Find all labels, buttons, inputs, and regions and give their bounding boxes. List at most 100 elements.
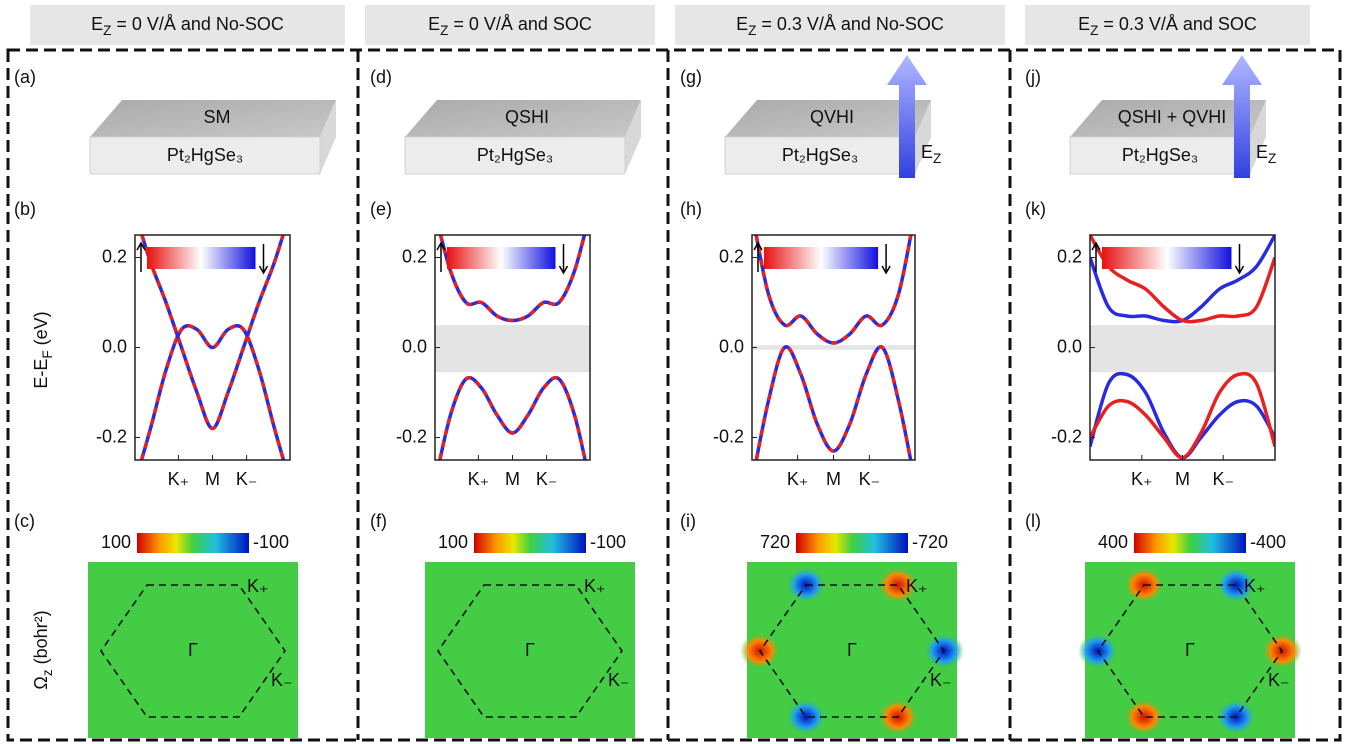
header-text-part: = 0.3 V/Å and No-SOC [756,14,944,34]
berry-map [747,562,957,738]
y-tick-label: 0.2 [719,246,744,266]
slab-phase: QVHI [810,107,854,127]
colorbar-label: -100 [253,532,289,552]
y-tick-label: -0.2 [713,426,744,446]
slab-top [405,100,641,137]
band-line [1090,371,1275,460]
slab-top [1070,100,1266,137]
y-tick-label: 0.0 [402,336,427,356]
x-tick-label: K₊ [168,469,190,489]
panel-label: (l) [1025,511,1041,531]
header-box [365,5,655,45]
x-tick-label: M [826,469,841,489]
x-tick-label: K₊ [1131,469,1153,489]
kplus-label: K₊ [906,576,928,596]
panel-label: (f) [370,511,387,531]
kplus-label: K₊ [1244,576,1266,596]
header-box [675,5,1005,45]
x-tick-label: K₋ [536,469,558,489]
colorbar-label: 720 [760,532,790,552]
brillouin-zone [100,584,286,718]
y-tick-label: -0.2 [1051,426,1082,446]
spin-down [1234,244,1245,275]
field-label-part: Z [1268,151,1276,166]
colorbar [1134,533,1246,553]
y-tick-label: 0.0 [102,336,127,356]
gap-region [752,345,915,350]
y-tick-label: 0.0 [719,336,744,356]
slab-material: Pt₂HgSe₃ [782,145,858,165]
field-label-part: E [1256,142,1268,162]
band-line [139,323,286,460]
field-label: EZ [1256,142,1276,166]
header-text-part: Z [748,23,756,38]
colorbar [796,533,908,553]
slab-top [90,100,336,137]
berry-axis-label: Ωz (bohr²) [31,610,55,689]
slab-phase: SM [204,107,231,127]
spin-up [1091,241,1101,272]
berry-map [1085,562,1295,738]
slab-side [915,100,931,174]
header-text: EZ = 0.3 V/Å and SOC [1078,14,1257,38]
berry-axis-label-part: z [40,669,55,676]
y-tick-label: 0.2 [1057,246,1082,266]
band-line [140,235,285,431]
y-axis-label: E-EF (eV) [31,311,55,388]
band-line [754,235,913,345]
header-text-part: = 0 V/Å and No-SOC [111,14,284,34]
x-tick-label: M [1175,469,1190,489]
header-text-part: E [736,14,748,34]
band-line [438,375,587,460]
brillouin-zone [437,584,623,718]
slab-top [725,100,931,137]
colorbar-label: 100 [438,532,468,552]
gap-region [1090,325,1275,373]
slab-material: Pt₂HgSe₃ [477,145,553,165]
gamma-label: Γ [525,640,535,660]
spin-up [753,241,763,272]
header-text-part: Z [103,23,111,38]
colorbar [137,533,249,553]
spin-down [558,244,569,275]
slab-front [89,136,321,175]
header-text-part: Z [440,23,448,38]
field-arrow [1222,55,1262,178]
kminus-label: K₋ [930,670,952,690]
header-box [30,5,345,45]
slab-front [724,136,916,175]
kminus-label: K₋ [608,670,630,690]
slab-phase: QSHI [505,107,549,127]
panel-label: (d) [370,67,392,87]
band-line [1090,235,1275,324]
y-axis-label-part: E-E [31,359,51,389]
slab-material: Pt₂HgSe₃ [167,145,243,165]
panel-label: (e) [370,199,392,219]
spin-bar [1102,247,1232,269]
y-tick-label: 0.2 [402,246,427,266]
colorbar-label: 100 [101,532,131,552]
slab-front [1069,136,1251,175]
gamma-label: Γ [847,640,857,660]
spin-up [136,241,146,272]
header-text: EZ = 0 V/Å and SOC [428,14,592,38]
slab-side [625,100,641,174]
panel-label: (k) [1025,199,1046,219]
spin-up [436,241,446,272]
spin-bar [764,247,879,269]
spin-bar [447,247,556,269]
colorbar-label: -720 [912,532,948,552]
kplus-label: K₊ [247,576,269,596]
y-tick-label: -0.2 [396,426,427,446]
gamma-label: Γ [188,640,198,660]
x-tick-label: K₊ [468,469,490,489]
outer-border [6,48,1342,742]
colorbar-label: -400 [1250,532,1286,552]
spin-down [258,244,269,275]
brillouin-zone [759,584,945,718]
y-axis-label-part: (eV) [31,311,51,350]
y-tick-label: 0.0 [1057,336,1082,356]
x-tick-label: K₊ [787,469,809,489]
panel-label: (j) [1025,67,1041,87]
